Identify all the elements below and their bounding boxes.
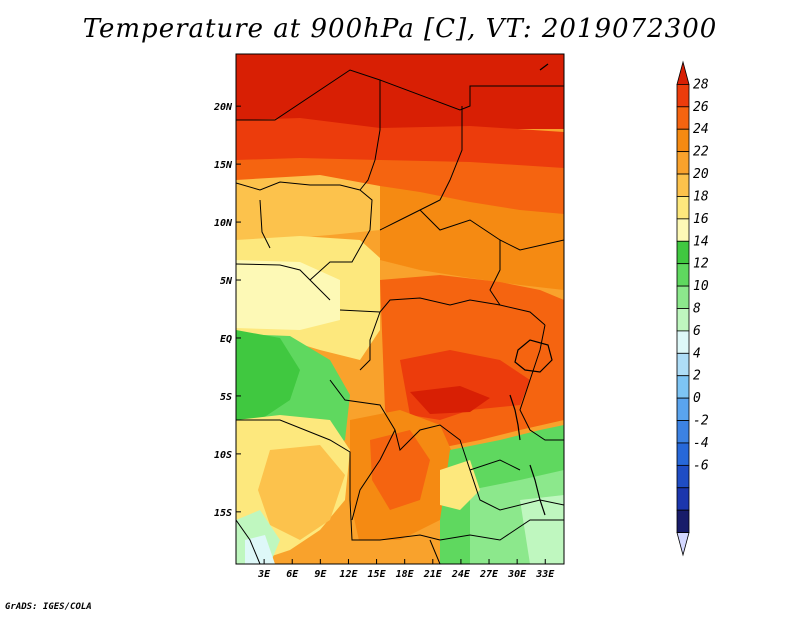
lat-tick-label: 5S bbox=[220, 392, 232, 403]
colorbar-swatch bbox=[676, 464, 690, 489]
colorbar-label: 20 bbox=[693, 167, 709, 182]
lon-tick-label: 3E bbox=[257, 569, 271, 580]
lon-tick-label: 27E bbox=[479, 569, 499, 580]
colorbar-swatch bbox=[676, 487, 690, 511]
colorbar-swatch bbox=[676, 330, 690, 354]
lon-tick-label: 12E bbox=[339, 569, 358, 580]
colorbar-swatch bbox=[676, 352, 690, 377]
lon-tick-label: 15E bbox=[368, 569, 387, 580]
lat-tick-label: 15N bbox=[214, 160, 233, 171]
latitude-axis: 20N 15N 10N 5N EQ 5S 10S 15S bbox=[213, 102, 241, 519]
colorbar-swatch bbox=[676, 84, 690, 108]
colorbar-swatch bbox=[676, 308, 690, 332]
colorbar-label: -4 bbox=[693, 436, 709, 451]
colorbar-bottom-arrow bbox=[676, 532, 690, 557]
colorbar-label: 26 bbox=[693, 100, 709, 115]
lat-tick-label: 10S bbox=[214, 450, 232, 461]
colorbar-swatch bbox=[676, 218, 690, 242]
lat-tick-label: EQ bbox=[220, 334, 232, 345]
lon-tick-label: 21E bbox=[423, 569, 443, 580]
colorbar-label: 14 bbox=[693, 234, 709, 249]
colorbar-top-arrow bbox=[676, 60, 690, 85]
lakes bbox=[509, 63, 553, 516]
country-borders bbox=[236, 69, 564, 564]
colorbar-swatch bbox=[676, 397, 690, 421]
credit-label: GrADS: IGES/COLA bbox=[5, 602, 92, 612]
lon-tick-label: 6E bbox=[286, 569, 299, 580]
colorbar-label: 12 bbox=[693, 257, 709, 272]
colorbar-swatch bbox=[676, 173, 690, 197]
colorbar-swatch bbox=[676, 509, 690, 533]
colorbar-label: 28 bbox=[693, 77, 709, 92]
colorbar-swatch bbox=[676, 128, 690, 153]
lon-tick-label: 33E bbox=[535, 569, 555, 580]
longitude-axis: 3E 6E 9E 12E 15E 18E 21E 24E 27E 30E 33E bbox=[257, 559, 555, 580]
colorbar-label: 18 bbox=[693, 189, 709, 204]
lon-tick-label: 9E bbox=[314, 569, 327, 580]
lon-tick-label: 24E bbox=[451, 569, 471, 580]
lat-tick-label: 5N bbox=[220, 276, 233, 287]
chart-title: Temperature at 900hPa [C], VT: 201907230… bbox=[82, 14, 718, 44]
colorbar-label: 16 bbox=[693, 212, 709, 227]
lat-tick-label: 20N bbox=[213, 102, 233, 113]
temperature-field bbox=[236, 54, 564, 564]
colorbar-swatch bbox=[676, 285, 690, 309]
colorbar-swatch bbox=[676, 420, 690, 444]
colorbar-label: -2 bbox=[693, 414, 709, 429]
colorbar-label: 22 bbox=[693, 145, 709, 160]
lon-tick-label: 30E bbox=[507, 569, 527, 580]
lon-tick-label: 18E bbox=[396, 569, 415, 580]
map-frame bbox=[235, 53, 565, 565]
colorbar-swatch bbox=[676, 442, 690, 466]
colorbar-swatch bbox=[676, 151, 690, 175]
colorbar-swatch bbox=[676, 375, 690, 399]
lat-tick-label: 15S bbox=[214, 508, 232, 519]
colorbar-swatch bbox=[676, 240, 690, 265]
colorbar-label: 4 bbox=[693, 346, 701, 361]
colorbar-label: 10 bbox=[693, 279, 709, 294]
colorbar-label: 8 bbox=[693, 302, 701, 317]
colorbar-label: -6 bbox=[693, 458, 709, 473]
colorbar-label: 2 bbox=[693, 369, 701, 384]
lat-tick-label: 10N bbox=[214, 218, 233, 229]
colorbar-label: 24 bbox=[693, 122, 709, 137]
colorbar-swatch bbox=[676, 263, 690, 287]
colorbar-swatch bbox=[676, 196, 690, 220]
colorbar-label: 6 bbox=[693, 324, 701, 339]
colorbar-label: 0 bbox=[693, 391, 701, 406]
colorbar-swatch bbox=[676, 106, 690, 130]
